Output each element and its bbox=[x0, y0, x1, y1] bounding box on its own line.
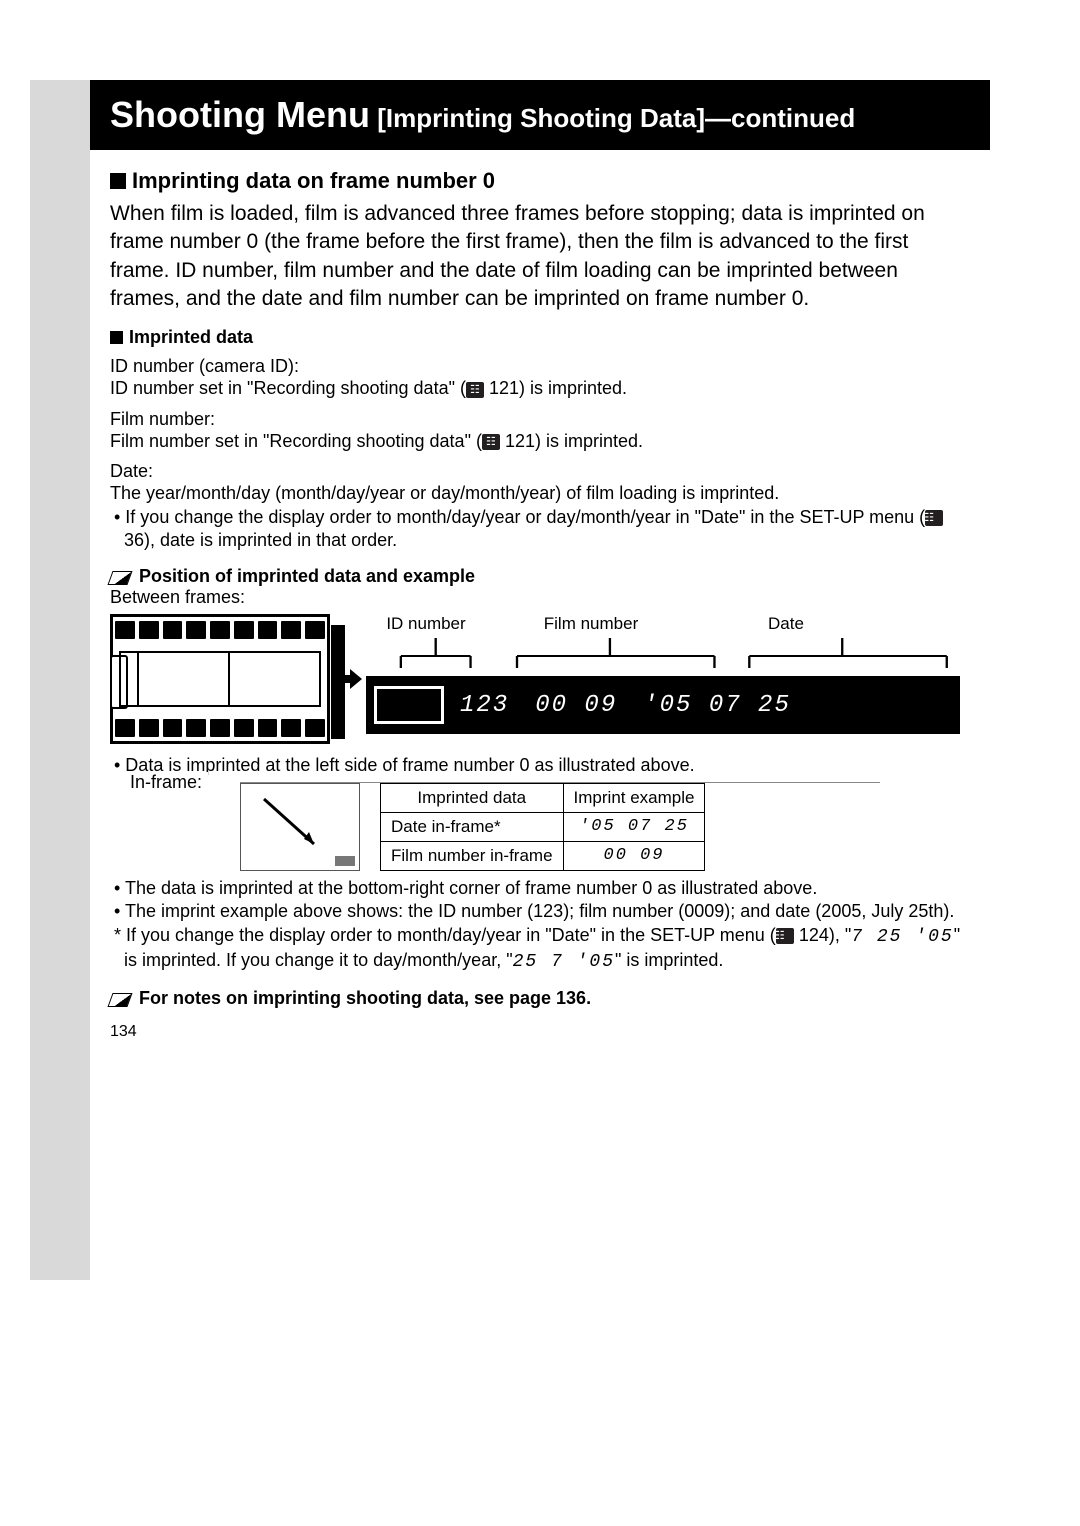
star-d: " is imprinted. bbox=[615, 950, 723, 970]
reference-icon: ☷ bbox=[925, 510, 943, 526]
bullet-b: ), date is imprinted in that order. bbox=[144, 530, 397, 550]
position-bullet: • The data is imprinted at the bottom-ri… bbox=[110, 877, 970, 900]
section-body: When film is loaded, film is advanced th… bbox=[110, 200, 970, 313]
position-star-note: * If you change the display order to mon… bbox=[110, 924, 970, 975]
item-label: Film number: bbox=[110, 409, 970, 430]
callout-lines bbox=[366, 638, 970, 674]
pencil-icon bbox=[107, 993, 132, 1007]
item-text-a: Film number set in "Recording shooting d… bbox=[110, 431, 482, 451]
manual-page: Shooting Menu [Imprinting Shooting Data]… bbox=[90, 80, 990, 1041]
arrow-diag-icon bbox=[259, 794, 329, 854]
inframe-label: In-frame: bbox=[130, 772, 208, 793]
position-title: Position of imprinted data and example bbox=[110, 566, 970, 587]
page-number: 134 bbox=[110, 1023, 970, 1041]
item-bullet: • If you change the display order to mon… bbox=[110, 506, 970, 553]
label-film: Film number bbox=[486, 614, 696, 634]
film-strip-detail: ID number Film number Date 123 00 09 bbox=[366, 614, 970, 744]
item-label: Date: bbox=[110, 461, 970, 482]
side-tab bbox=[30, 80, 90, 1280]
between-frames-diagram: ID number Film number Date 123 00 09 bbox=[110, 614, 970, 744]
section-title-text: Imprinting data on frame number 0 bbox=[132, 168, 495, 193]
imprinted-heading: Imprinted data bbox=[110, 327, 970, 348]
position-title-text: Position of imprinted data and example bbox=[139, 566, 475, 586]
bullet-ref: 36 bbox=[124, 530, 144, 550]
reference-icon: ☷ bbox=[776, 928, 794, 944]
star-a: * If you change the display order to mon… bbox=[114, 925, 776, 945]
star-b: ), " bbox=[829, 925, 851, 945]
reference-icon: ☷ bbox=[466, 382, 484, 398]
item-text-a: ID number set in "Recording shooting dat… bbox=[110, 378, 466, 398]
frame-thumb-icon bbox=[240, 783, 360, 871]
footer-note: For notes on imprinting shooting data, s… bbox=[110, 988, 970, 1009]
item-text-b: ) is imprinted. bbox=[535, 431, 643, 451]
film-strip: 123 00 09 '05 07 25 bbox=[366, 676, 960, 734]
item-ref: 121 bbox=[489, 378, 519, 398]
frame-zero-icon bbox=[374, 686, 444, 724]
item-text: The year/month/day (month/day/year or da… bbox=[110, 482, 970, 505]
imprint-table: Imprinted data Imprint example Date in-f… bbox=[380, 783, 705, 871]
label-date: Date bbox=[696, 614, 876, 634]
item-text: ID number set in "Recording shooting dat… bbox=[110, 377, 970, 400]
header-subtitle: [Imprinting Shooting Data]—continued bbox=[377, 103, 855, 133]
section-title: Imprinting data on frame number 0 bbox=[110, 168, 970, 194]
item-text: Film number set in "Recording shooting d… bbox=[110, 430, 970, 453]
header-title: Shooting Menu bbox=[110, 94, 370, 135]
table-cell: 00 09 bbox=[563, 841, 705, 870]
table-cell: Date in-frame* bbox=[381, 812, 564, 841]
position-bullet: • The imprint example above shows: the I… bbox=[110, 900, 970, 923]
between-frames-label: Between frames: bbox=[110, 587, 970, 608]
strip-date-val: '05 07 25 bbox=[643, 692, 791, 719]
strip-id-val: 123 bbox=[460, 692, 509, 719]
bullet-square-icon bbox=[110, 331, 123, 344]
reference-icon: ☷ bbox=[482, 434, 500, 450]
item-ref: 121 bbox=[505, 431, 535, 451]
star-seg2: 25 7 '05 bbox=[513, 952, 615, 972]
page-content: Imprinting data on frame number 0 When f… bbox=[90, 150, 990, 1041]
bullet-a: • If you change the display order to mon… bbox=[114, 507, 925, 527]
star-seg1: 7 25 '05 bbox=[851, 927, 953, 947]
pencil-icon bbox=[107, 571, 132, 585]
table-cell: Film number in-frame bbox=[381, 841, 564, 870]
table-cell: '05 07 25 bbox=[563, 812, 705, 841]
star-ref: 124 bbox=[799, 925, 829, 945]
position-bullet: • Data is imprinted at the left side of … bbox=[110, 754, 970, 777]
inframe-block: In-frame: Imprinted data Imprint example… bbox=[240, 782, 880, 871]
table-header: Imprinted data bbox=[381, 783, 564, 812]
table-header: Imprint example bbox=[563, 783, 705, 812]
page-header: Shooting Menu [Imprinting Shooting Data]… bbox=[90, 80, 990, 150]
item-label: ID number (camera ID): bbox=[110, 356, 970, 377]
label-id: ID number bbox=[366, 614, 486, 634]
strip-film-val: 00 09 bbox=[535, 692, 617, 719]
footer-note-text: For notes on imprinting shooting data, s… bbox=[139, 988, 591, 1008]
film-canister-icon bbox=[110, 614, 330, 744]
imprinted-heading-text: Imprinted data bbox=[129, 327, 253, 347]
item-text-b: ) is imprinted. bbox=[519, 378, 627, 398]
bullet-square-icon bbox=[110, 173, 126, 189]
